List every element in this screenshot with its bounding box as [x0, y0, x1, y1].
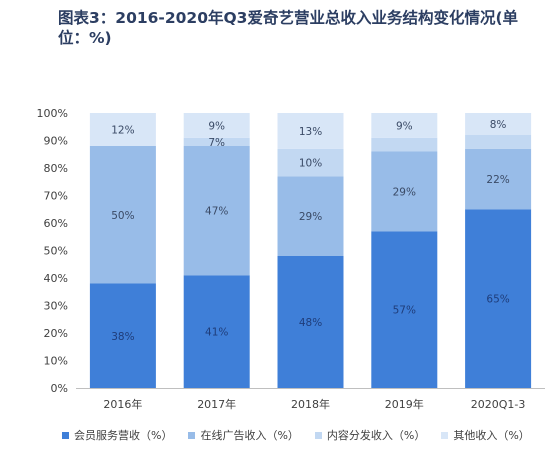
- y-tick-label: 30%: [44, 300, 68, 313]
- y-tick-label: 90%: [44, 135, 68, 148]
- y-tick-label: 80%: [44, 162, 68, 175]
- bar-segment: [183, 275, 250, 388]
- bar-segment: [465, 113, 532, 135]
- y-tick-label: 50%: [44, 245, 68, 258]
- y-tick-label: 0%: [51, 382, 68, 395]
- bar-segment: [183, 113, 250, 138]
- y-tick-label: 20%: [44, 327, 68, 340]
- bar-segment: [371, 137, 438, 152]
- bar-segment: [89, 146, 156, 284]
- data-label: 7%: [208, 137, 225, 149]
- data-label: 13%: [299, 126, 322, 138]
- legend-label-advertising: 在线广告收入（%）: [200, 429, 299, 442]
- data-label: 47%: [205, 206, 228, 218]
- chart-title: 图表3：2016-2020年Q3爱奇艺营业总收入业务结构变化情况(单位：%): [58, 9, 519, 47]
- bar-segment: [89, 113, 156, 146]
- y-tick-label: 10%: [44, 355, 68, 368]
- data-label: 12%: [111, 125, 134, 137]
- legend: 会员服务营收（%） 在线广告收入（%） 内容分发收入（%） 其他收入（%）: [62, 427, 542, 443]
- data-label: 41%: [205, 327, 228, 339]
- data-label: 65%: [486, 294, 509, 306]
- data-label: 29%: [299, 211, 322, 223]
- bar-segment: [277, 148, 344, 177]
- x-tick-label: 2016年: [103, 397, 142, 411]
- bar-segment: [465, 148, 532, 210]
- y-tick-label: 70%: [44, 190, 68, 203]
- y-tick-label: 60%: [44, 217, 68, 230]
- data-label: 48%: [299, 317, 322, 329]
- bar-segment: [277, 256, 344, 388]
- legend-label-membership: 会员服务营收（%）: [74, 429, 173, 442]
- bar-segment: [465, 135, 532, 149]
- data-label: 22%: [486, 174, 509, 186]
- data-label: 57%: [393, 305, 416, 317]
- bar-segment: [371, 113, 438, 138]
- legend-swatch-advertising: [188, 431, 196, 439]
- y-tick-label: 100%: [37, 107, 68, 120]
- x-tick-label: 2020Q1-3: [471, 398, 526, 411]
- bar-segment: [89, 283, 156, 388]
- data-label: 29%: [393, 186, 416, 198]
- legend-label-distribution: 内容分发收入（%）: [326, 429, 426, 442]
- legend-item-other: 其他收入（%）: [441, 427, 530, 443]
- bar-segment: [183, 137, 250, 146]
- x-tick-label: 2019年: [385, 397, 424, 411]
- legend-item-membership: 会员服务营收（%）: [62, 427, 172, 443]
- bar-segment: [371, 231, 438, 388]
- data-label: 38%: [111, 331, 134, 343]
- data-label: 9%: [396, 120, 413, 132]
- legend-label-other: 其他收入（%）: [453, 429, 530, 442]
- data-label: 10%: [299, 158, 322, 170]
- legend-swatch-membership: [62, 431, 69, 439]
- x-tick-label: 2017年: [197, 397, 236, 411]
- legend-swatch-distribution: [314, 431, 322, 439]
- bar-segment: [183, 146, 250, 276]
- bar-segment: [371, 151, 438, 232]
- bar-segment: [277, 176, 344, 256]
- data-label: 50%: [111, 210, 134, 222]
- x-tick-label: 2018年: [291, 397, 330, 411]
- data-label: 8%: [490, 119, 507, 131]
- legend-swatch-other: [441, 431, 449, 439]
- bar-segment: [465, 209, 532, 388]
- data-label: 9%: [208, 120, 225, 132]
- bar-segment: [277, 113, 344, 149]
- y-tick-label: 40%: [44, 272, 68, 285]
- legend-item-advertising: 在线广告收入（%）: [188, 427, 299, 443]
- legend-item-distribution: 内容分发收入（%）: [314, 427, 426, 443]
